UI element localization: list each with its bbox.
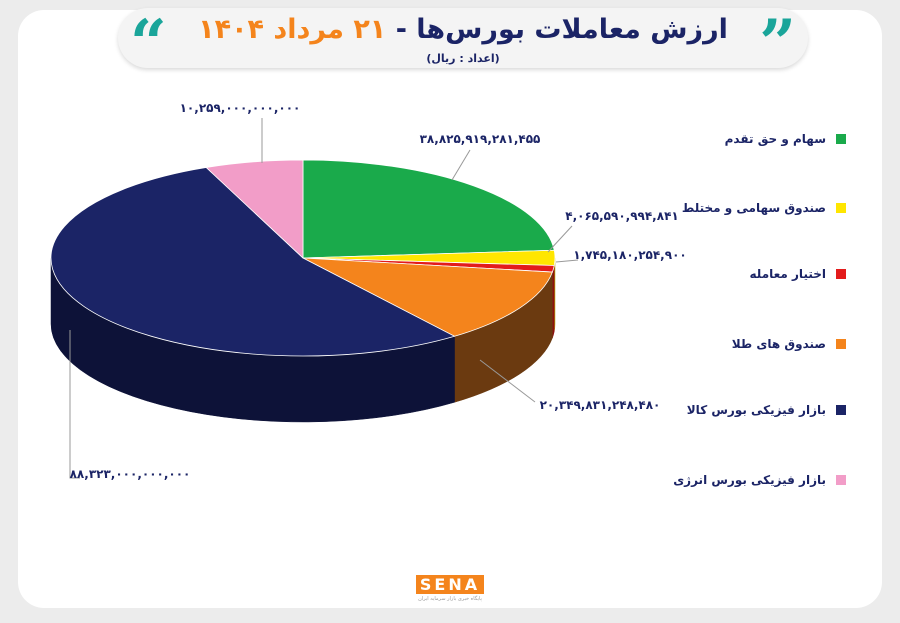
quote-mark: “ <box>130 6 167 81</box>
slice <box>302 257 553 337</box>
slice <box>205 159 304 259</box>
subtitle: (اعداد : ریال) <box>426 52 500 65</box>
legend-swatch <box>836 405 846 415</box>
legend-swatch <box>836 475 846 485</box>
data-label: ۸۸,۳۲۳,۰۰۰,۰۰۰,۰۰۰ <box>70 467 191 481</box>
title-bar: “ ” ارزش معاملات بورس‌ها - ۲۱ مرداد ۱۴۰۴… <box>118 6 808 81</box>
legend-label: سهام و حق تقدم <box>725 132 826 147</box>
logo-text: SENA <box>415 575 485 594</box>
leader-line <box>69 330 80 479</box>
title-text: ارزش معاملات بورس‌ها - <box>395 14 728 45</box>
data-label: ۳۸,۸۲۵,۹۱۹,۲۸۱,۴۵۵ <box>420 132 541 146</box>
legend-swatch <box>836 269 846 279</box>
legend-label: بازار فیزیکی بورس انرژی <box>673 473 826 488</box>
data-label: ۱۰,۲۵۹,۰۰۰,۰۰۰,۰۰۰ <box>180 101 301 115</box>
chart-title: ارزش معاملات بورس‌ها - ۲۱ مرداد ۱۴۰۴ <box>118 14 808 45</box>
legend-swatch <box>836 203 846 213</box>
leader-line <box>547 225 573 253</box>
data-label: ۲۰,۳۴۹,۸۳۱,۲۴۸,۴۸۰ <box>540 398 661 412</box>
slice <box>302 159 555 259</box>
leader-line <box>451 149 471 181</box>
legend-swatch <box>836 134 846 144</box>
legend-swatch <box>836 339 846 349</box>
legend-label: صندوق های طلا <box>732 337 826 352</box>
leader-line <box>479 359 536 403</box>
legend-label: اختیار معامله <box>750 267 826 281</box>
logo: SENA پایگاه خبری بازار سرمایه ایران <box>412 575 488 602</box>
data-label: ۱,۷۴۵,۱۸۰,۲۵۴,۹۰۰ <box>573 248 686 262</box>
quote-mark: ” <box>759 6 796 81</box>
leader-line <box>555 259 579 263</box>
title-date: ۲۱ مرداد ۱۴۰۴ <box>198 14 387 45</box>
slice-side <box>552 265 555 339</box>
logo-caption: پایگاه خبری بازار سرمایه ایران <box>418 596 482 602</box>
legend-label: صندوق سهامی و مختلط <box>682 201 826 216</box>
slice <box>50 167 456 357</box>
data-label: ۴,۰۶۵,۵۹۰,۹۹۴,۸۴۱ <box>565 209 678 223</box>
legend-label: بازار فیزیکی بورس کالا <box>687 403 826 418</box>
